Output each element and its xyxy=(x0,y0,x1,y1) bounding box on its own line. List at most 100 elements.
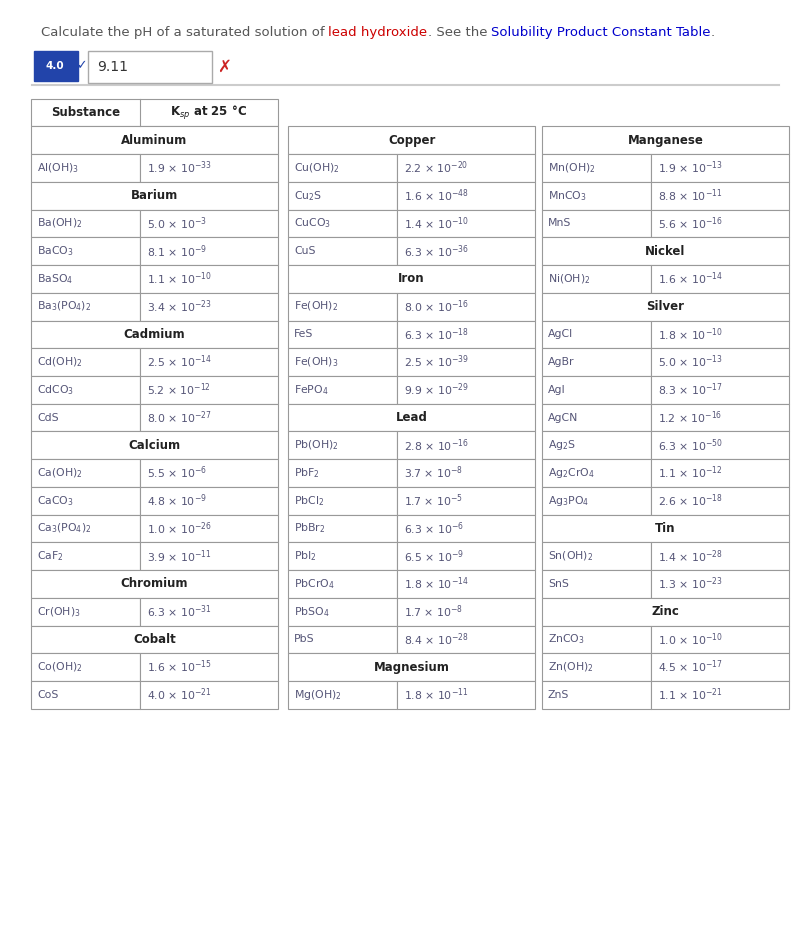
Bar xyxy=(542,626,650,653)
Text: BaCO$_3$: BaCO$_3$ xyxy=(37,244,74,258)
FancyBboxPatch shape xyxy=(88,51,212,83)
Bar xyxy=(397,237,535,265)
Bar xyxy=(31,431,278,459)
Text: 4.8 × 10$^{-9}$: 4.8 × 10$^{-9}$ xyxy=(147,493,207,509)
Bar xyxy=(397,487,535,514)
Text: Al(OH)$_3$: Al(OH)$_3$ xyxy=(37,162,79,175)
Text: 5.0 × 10$^{-13}$: 5.0 × 10$^{-13}$ xyxy=(658,353,723,370)
Bar xyxy=(650,348,789,376)
Text: 6.5 × 10$^{-9}$: 6.5 × 10$^{-9}$ xyxy=(404,548,464,565)
Bar xyxy=(397,598,535,625)
Text: 6.3 × 10$^{-50}$: 6.3 × 10$^{-50}$ xyxy=(658,437,723,454)
Bar xyxy=(650,265,789,292)
Bar xyxy=(288,626,397,653)
Bar xyxy=(650,210,789,237)
Bar xyxy=(31,542,139,570)
Bar xyxy=(650,626,789,653)
Text: 3.7 × 10$^{-8}$: 3.7 × 10$^{-8}$ xyxy=(404,464,463,481)
Bar xyxy=(542,237,789,265)
Text: Pb(OH)$_2$: Pb(OH)$_2$ xyxy=(294,439,339,452)
Text: Aluminum: Aluminum xyxy=(122,133,187,147)
Bar xyxy=(288,487,397,514)
Bar xyxy=(31,626,278,653)
Text: 2.6 × 10$^{-18}$: 2.6 × 10$^{-18}$ xyxy=(658,493,723,509)
Bar xyxy=(397,626,535,653)
Text: AgI: AgI xyxy=(548,384,566,395)
Text: CaF$_2$: CaF$_2$ xyxy=(37,549,63,563)
Text: 1.8 × 10$^{-10}$: 1.8 × 10$^{-10}$ xyxy=(658,326,723,343)
Text: 6.3 × 10$^{-18}$: 6.3 × 10$^{-18}$ xyxy=(404,326,469,343)
Bar xyxy=(542,542,650,570)
Bar xyxy=(397,681,535,709)
Text: Ni(OH)$_2$: Ni(OH)$_2$ xyxy=(548,273,590,286)
Text: Co(OH)$_2$: Co(OH)$_2$ xyxy=(37,661,83,674)
Bar xyxy=(397,376,535,404)
Bar xyxy=(288,292,397,321)
Bar xyxy=(288,126,535,154)
Text: 6.3 × 10$^{-31}$: 6.3 × 10$^{-31}$ xyxy=(147,603,212,620)
Text: 1.0 × 10$^{-10}$: 1.0 × 10$^{-10}$ xyxy=(658,631,723,648)
Bar xyxy=(31,237,139,265)
Text: 2.5 × 10$^{-39}$: 2.5 × 10$^{-39}$ xyxy=(404,353,469,370)
Bar xyxy=(397,321,535,348)
Bar xyxy=(288,376,397,404)
Bar xyxy=(31,321,278,348)
Bar xyxy=(31,515,139,542)
Bar xyxy=(139,653,278,681)
Text: 1.8 × 10$^{-11}$: 1.8 × 10$^{-11}$ xyxy=(404,686,469,703)
Bar xyxy=(31,404,139,431)
Bar xyxy=(139,237,278,265)
Bar xyxy=(542,126,789,154)
Bar xyxy=(31,598,139,625)
Bar xyxy=(288,598,397,625)
Bar xyxy=(650,681,789,709)
Text: Calculate the pH of a saturated solution of: Calculate the pH of a saturated solution… xyxy=(41,26,328,39)
Bar xyxy=(650,487,789,514)
Bar xyxy=(288,570,397,598)
Text: 4.0: 4.0 xyxy=(45,61,63,70)
Text: Substance: Substance xyxy=(50,106,120,119)
Text: 8.0 × 10$^{-27}$: 8.0 × 10$^{-27}$ xyxy=(147,409,212,426)
Text: Iron: Iron xyxy=(398,273,425,286)
Text: 8.4 × 10$^{-28}$: 8.4 × 10$^{-28}$ xyxy=(404,631,469,648)
Text: Barium: Barium xyxy=(131,189,178,202)
Bar xyxy=(31,210,139,237)
Text: K$_{sp}$ at 25 °C: K$_{sp}$ at 25 °C xyxy=(170,103,247,121)
Bar xyxy=(542,515,789,542)
Text: 2.2 × 10$^{-20}$: 2.2 × 10$^{-20}$ xyxy=(404,160,469,177)
Bar xyxy=(288,348,397,376)
Text: Ba$_3$(PO$_4$)$_2$: Ba$_3$(PO$_4$)$_2$ xyxy=(37,300,92,313)
Text: Ag$_2$S: Ag$_2$S xyxy=(548,438,576,452)
Bar xyxy=(397,292,535,321)
FancyBboxPatch shape xyxy=(34,51,78,81)
Text: 4.0 × 10$^{-21}$: 4.0 × 10$^{-21}$ xyxy=(147,686,212,703)
Bar xyxy=(139,265,278,292)
Text: Solubility Product Constant Table: Solubility Product Constant Table xyxy=(491,26,710,39)
Text: 1.9 × 10$^{-13}$: 1.9 × 10$^{-13}$ xyxy=(658,160,723,177)
Text: 5.2 × 10$^{-12}$: 5.2 × 10$^{-12}$ xyxy=(147,382,211,399)
Bar xyxy=(288,404,535,431)
Bar xyxy=(31,292,139,321)
Text: 8.3 × 10$^{-17}$: 8.3 × 10$^{-17}$ xyxy=(658,382,723,399)
Bar xyxy=(139,459,278,487)
Text: PbCl$_2$: PbCl$_2$ xyxy=(294,494,324,508)
Text: Calcium: Calcium xyxy=(128,439,181,452)
Bar xyxy=(288,459,397,487)
Bar xyxy=(31,570,278,598)
Bar xyxy=(31,653,139,681)
Text: CaCO$_3$: CaCO$_3$ xyxy=(37,494,74,508)
Bar xyxy=(650,570,789,598)
Bar xyxy=(288,542,397,570)
Text: CdCO$_3$: CdCO$_3$ xyxy=(37,383,74,397)
Text: PbBr$_2$: PbBr$_2$ xyxy=(294,522,325,536)
Bar xyxy=(650,182,789,210)
Bar xyxy=(139,542,278,570)
Text: 1.3 × 10$^{-23}$: 1.3 × 10$^{-23}$ xyxy=(658,575,723,592)
Text: MnS: MnS xyxy=(548,218,571,228)
Text: 3.9 × 10$^{-11}$: 3.9 × 10$^{-11}$ xyxy=(147,548,212,565)
Text: PbS: PbS xyxy=(294,634,315,645)
Text: PbSO$_4$: PbSO$_4$ xyxy=(294,604,329,619)
Bar xyxy=(650,459,789,487)
Text: 8.1 × 10$^{-9}$: 8.1 × 10$^{-9}$ xyxy=(147,243,207,259)
Text: 1.1 × 10$^{-21}$: 1.1 × 10$^{-21}$ xyxy=(658,686,723,703)
